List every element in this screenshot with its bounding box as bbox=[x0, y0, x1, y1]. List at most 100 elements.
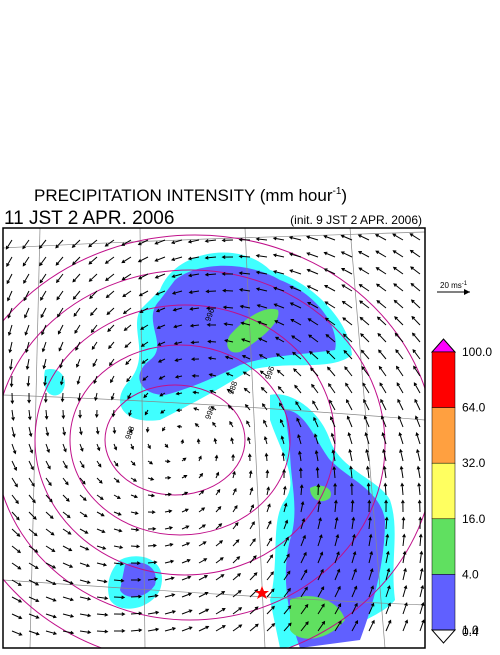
wind-vector bbox=[334, 568, 341, 581]
wind-vector bbox=[75, 341, 81, 351]
wind-vector bbox=[313, 433, 319, 445]
wind-vector bbox=[416, 465, 421, 479]
wind-vector bbox=[266, 554, 274, 564]
wind-vector bbox=[138, 290, 149, 297]
wind-vector bbox=[60, 392, 65, 403]
wind-vector bbox=[300, 569, 308, 581]
wind-vector bbox=[383, 482, 388, 496]
wind-vector bbox=[147, 493, 156, 498]
wind-vector bbox=[181, 457, 187, 462]
wind-vector bbox=[204, 272, 217, 277]
wind-vector bbox=[155, 290, 166, 296]
wind-vector bbox=[73, 307, 81, 317]
wind-vector bbox=[157, 358, 166, 363]
wind-vector bbox=[273, 303, 285, 309]
wind-vector bbox=[297, 433, 302, 445]
wind-vector bbox=[361, 365, 370, 377]
wind-vector bbox=[181, 542, 191, 547]
wind-vector bbox=[363, 415, 370, 428]
wind-vector bbox=[240, 338, 251, 343]
wind-vector bbox=[96, 494, 104, 501]
wind-vector bbox=[348, 448, 353, 462]
wind-vector bbox=[5, 239, 13, 250]
wind-vector bbox=[385, 567, 391, 581]
wind-vector bbox=[62, 613, 75, 618]
wind-vector bbox=[8, 341, 13, 354]
wind-vector bbox=[375, 250, 387, 258]
wind-vector bbox=[229, 420, 234, 428]
wind-vector bbox=[317, 603, 325, 615]
wind-vector bbox=[283, 622, 292, 632]
wind-vector bbox=[334, 585, 341, 598]
wind-vector bbox=[411, 332, 421, 343]
wind-vector bbox=[289, 285, 302, 292]
wind-vector bbox=[154, 239, 166, 245]
colorbar-label: 64.0 bbox=[462, 401, 486, 415]
wind-vector bbox=[204, 255, 217, 260]
wind-vector bbox=[232, 470, 236, 479]
wind-vector bbox=[147, 627, 160, 632]
wind-vector bbox=[397, 398, 404, 411]
wind-vector bbox=[368, 585, 374, 598]
wind-vector bbox=[189, 307, 200, 311]
wind-vector bbox=[181, 508, 189, 513]
wind-vector bbox=[213, 437, 218, 445]
wind-vector bbox=[198, 472, 204, 479]
wind-vector bbox=[238, 237, 251, 242]
wind-vector bbox=[232, 607, 243, 615]
wind-vector bbox=[121, 239, 132, 246]
wind-vector bbox=[351, 568, 357, 581]
map-area: 996 988 996 988 996 bbox=[3, 228, 425, 648]
wind-vector bbox=[238, 254, 251, 259]
wind-vector bbox=[283, 553, 290, 564]
wind-vector bbox=[243, 387, 251, 394]
wind-vector bbox=[242, 371, 251, 377]
wind-vector bbox=[385, 550, 390, 564]
wind-vector bbox=[377, 332, 387, 343]
colorbar-segment bbox=[431, 351, 456, 408]
wind-vector bbox=[255, 237, 268, 241]
wind-vector bbox=[94, 392, 98, 402]
wind-vector bbox=[249, 521, 255, 530]
wind-vector bbox=[232, 624, 243, 632]
wind-vector bbox=[232, 556, 241, 564]
wind-vector bbox=[111, 409, 116, 418]
wind-vector bbox=[351, 602, 358, 615]
wind-vector bbox=[193, 407, 200, 411]
wind-vector bbox=[164, 593, 176, 598]
wind-vector bbox=[22, 239, 30, 250]
wind-vector bbox=[28, 596, 40, 603]
wind-vector bbox=[44, 409, 49, 420]
wind-vector bbox=[299, 484, 304, 496]
wind-vector bbox=[181, 525, 190, 530]
wind-vector bbox=[91, 341, 98, 351]
wind-vector bbox=[214, 454, 219, 462]
wind-vector bbox=[79, 494, 87, 501]
wind-vector bbox=[96, 545, 107, 550]
wind-vector bbox=[45, 613, 57, 619]
wind-vector bbox=[399, 448, 404, 462]
wind-vector bbox=[402, 533, 406, 547]
wind-vector bbox=[247, 436, 251, 445]
wind-vector bbox=[306, 268, 319, 275]
wind-vector bbox=[222, 305, 234, 310]
wind-vector bbox=[365, 448, 370, 462]
wind-vector bbox=[324, 301, 336, 309]
colorbar-label: 16.0 bbox=[462, 512, 486, 526]
wind-vector bbox=[392, 266, 404, 275]
wind-vector bbox=[300, 517, 306, 530]
wind-vector bbox=[126, 375, 132, 383]
wind-vector bbox=[375, 283, 387, 292]
wind-vector bbox=[189, 323, 200, 328]
wind-vector bbox=[362, 382, 370, 394]
wind-vector bbox=[331, 449, 336, 462]
wind-vector bbox=[317, 517, 322, 530]
wind-vector bbox=[122, 290, 132, 298]
wind-vector bbox=[104, 256, 115, 264]
wind-vector bbox=[137, 239, 149, 246]
wind-vector bbox=[140, 324, 149, 330]
wind-vector bbox=[215, 607, 226, 615]
wind-vector bbox=[266, 486, 271, 496]
wind-vector bbox=[96, 443, 101, 452]
wind-vector bbox=[79, 613, 92, 618]
